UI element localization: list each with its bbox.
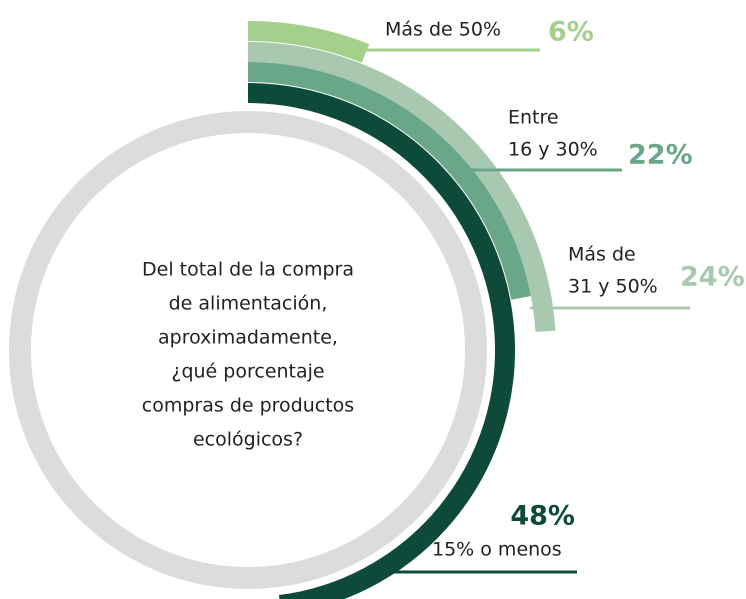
category-label: 16 y 30% [508,139,598,161]
category-label: Entre [508,107,559,129]
category-label: 15% o menos [432,539,562,561]
arc [247,62,531,300]
center-text-line: de alimentación, [169,293,328,315]
value-label: 22% [628,140,693,171]
center-text-line: Del total de la compra [142,259,354,281]
center-text-line: compras de productos [142,395,354,417]
center-text-line: ¿qué porcentaje [171,361,324,383]
arc [247,21,370,63]
center-text-line: ecológicos? [193,429,303,451]
value-label: 6% [548,17,594,48]
arc [247,42,556,332]
center-text-line: aproximadamente, [158,327,338,349]
arc [247,83,515,599]
category-label: Más de [568,244,636,266]
category-label: Más de 50% [385,19,501,41]
value-label: 24% [680,262,745,293]
value-label: 48% [510,501,575,532]
category-label: 31 y 50% [568,276,658,298]
base-ring [9,111,487,589]
